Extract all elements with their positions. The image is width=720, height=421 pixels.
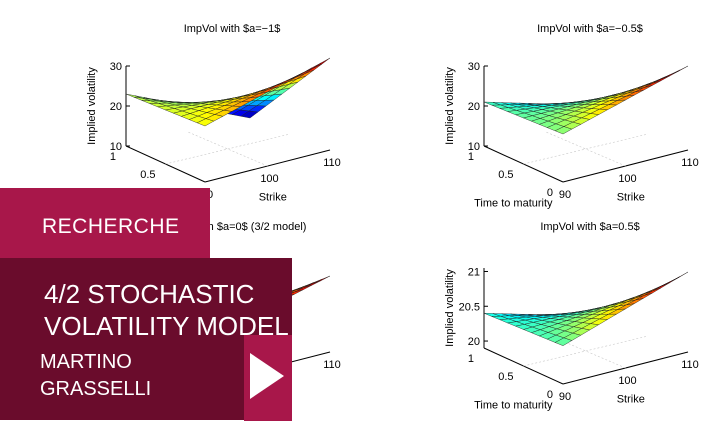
maturity-tick-label: 0.5 bbox=[498, 169, 513, 181]
strike-tick-label: 100 bbox=[618, 375, 636, 387]
z-axis-label: Implied volatility bbox=[444, 67, 456, 145]
strike-tick-label: 90 bbox=[559, 391, 571, 403]
maturity-tick-label: 0.5 bbox=[140, 169, 155, 181]
z-axis-label: Implied volatility bbox=[86, 67, 98, 145]
surface-mesh bbox=[483, 65, 689, 135]
strike-tick-label: 110 bbox=[681, 359, 699, 371]
z-tick-label: 30 bbox=[110, 61, 122, 73]
article-author: MARTINO GRASSELLI bbox=[40, 349, 151, 403]
maturity-axis-label: Time to maturity bbox=[474, 197, 553, 209]
maturity-tick-label: 1 bbox=[468, 151, 474, 163]
z-tick-label: 20 bbox=[468, 101, 480, 113]
category-label[interactable]: RECHERCHE bbox=[42, 215, 180, 238]
maturity-tick-label: 0.5 bbox=[498, 371, 513, 383]
z-tick-label: 21 bbox=[468, 266, 480, 278]
maturity-tick-label: 0 bbox=[547, 389, 553, 401]
maturity-tick-label: 0 bbox=[547, 187, 553, 199]
z-tick-label: 10 bbox=[110, 141, 122, 153]
surface-cell bbox=[304, 63, 323, 74]
author-line-1: MARTINO bbox=[40, 351, 132, 373]
strike-tick-label: 110 bbox=[323, 157, 341, 169]
surface-cell bbox=[313, 275, 331, 284]
chart-panel-4: ImpVol with $a=0.5$ 20 20.5 21 Implied volat… bbox=[444, 221, 699, 411]
maturity-tick-label: 1 bbox=[110, 151, 116, 163]
floor-gridline bbox=[523, 335, 649, 367]
surface-cell bbox=[295, 284, 313, 292]
strike-tick-label: 110 bbox=[681, 157, 699, 169]
maturity-tick-label: 1 bbox=[468, 353, 474, 365]
open-article-button[interactable] bbox=[244, 335, 292, 421]
surface-mesh bbox=[125, 57, 331, 127]
strike-tick-label: 90 bbox=[559, 189, 571, 201]
article-title[interactable]: 4/2 STOCHASTIC VOLATILITY MODEL bbox=[44, 278, 289, 342]
surface-mesh bbox=[483, 271, 689, 346]
surface-cell bbox=[644, 287, 662, 296]
z-axis-label: Implied volatility bbox=[444, 269, 456, 347]
strike-tick-label: 100 bbox=[618, 173, 636, 185]
surface-cell bbox=[312, 57, 331, 69]
z-tick-label: 10 bbox=[468, 141, 480, 153]
maturity-axis-label: Time to maturity bbox=[474, 399, 553, 411]
category-banner[interactable]: RECHERCHE bbox=[0, 188, 210, 258]
author-line-2: GRASSELLI bbox=[40, 378, 152, 400]
play-arrow-icon bbox=[250, 353, 284, 399]
chart-title: ImpVol with $a=0.5$ bbox=[540, 221, 639, 233]
strike-tick-label: 110 bbox=[323, 359, 341, 371]
floor-gridline bbox=[165, 133, 291, 165]
chart-panel-1: ImpVol with $a=−1$ 10 20 30 Implied volatili… bbox=[86, 23, 341, 209]
chart-title: ImpVol with $a=−0.5$ bbox=[537, 23, 643, 35]
strike-axis-label: Strike bbox=[617, 393, 645, 405]
z-tick-label: 20 bbox=[468, 336, 480, 348]
floor-gridline bbox=[187, 131, 268, 167]
article-title-line-1[interactable]: 4/2 STOCHASTIC bbox=[44, 279, 255, 309]
surface-cell bbox=[671, 65, 689, 75]
z-tick-label: 20 bbox=[110, 101, 122, 113]
floor-gridline bbox=[545, 131, 626, 167]
strike-axis-label: Strike bbox=[259, 191, 287, 203]
strike-tick-label: 100 bbox=[260, 173, 278, 185]
chart-title: ImpVol with $a=−1$ bbox=[184, 23, 281, 35]
surface-cell bbox=[644, 80, 662, 88]
strike-axis-label: Strike bbox=[617, 191, 645, 203]
z-tick-label: 30 bbox=[468, 61, 480, 73]
z-tick-label: 20.5 bbox=[459, 301, 480, 313]
surface-cell bbox=[671, 271, 689, 282]
floor-gridline bbox=[523, 133, 649, 165]
